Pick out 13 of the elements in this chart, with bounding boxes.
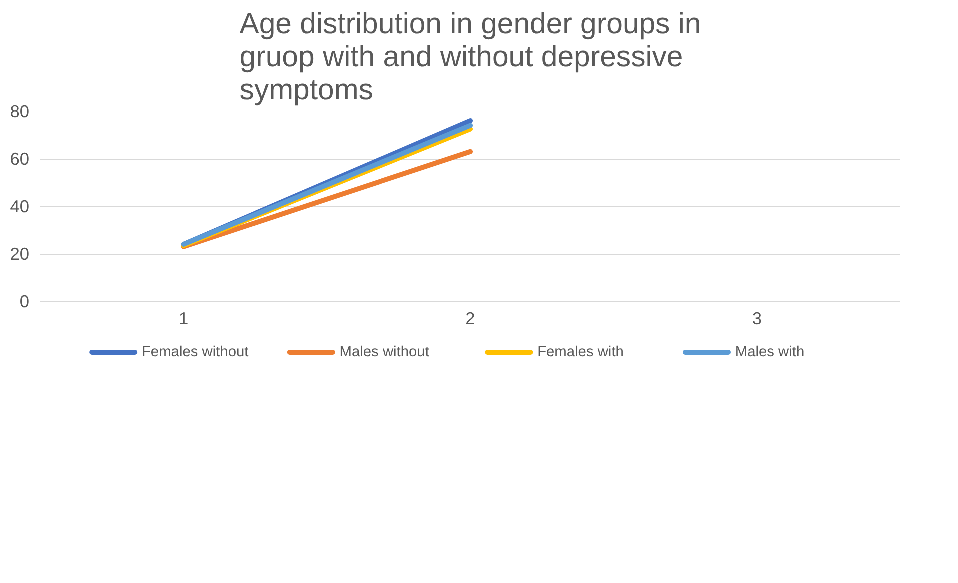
legend-label: Males without	[340, 344, 430, 360]
y-tick-label: 40	[10, 196, 30, 216]
legend-label: Males with	[735, 344, 805, 360]
y-tick-label: 60	[10, 149, 30, 169]
y-tick-label: 0	[20, 292, 30, 312]
x-tick-label: 3	[752, 308, 762, 328]
legend-label: Females without	[142, 344, 249, 360]
chart-title: Age distribution in gender groups in gruop with and without depressive symptoms	[240, 8, 702, 106]
y-tick-label: 20	[10, 244, 30, 264]
y-tick-label: 80	[10, 102, 30, 122]
legend-label: Females with	[538, 344, 624, 360]
x-tick-label: 2	[466, 308, 476, 328]
x-tick-label: 1	[179, 308, 189, 328]
